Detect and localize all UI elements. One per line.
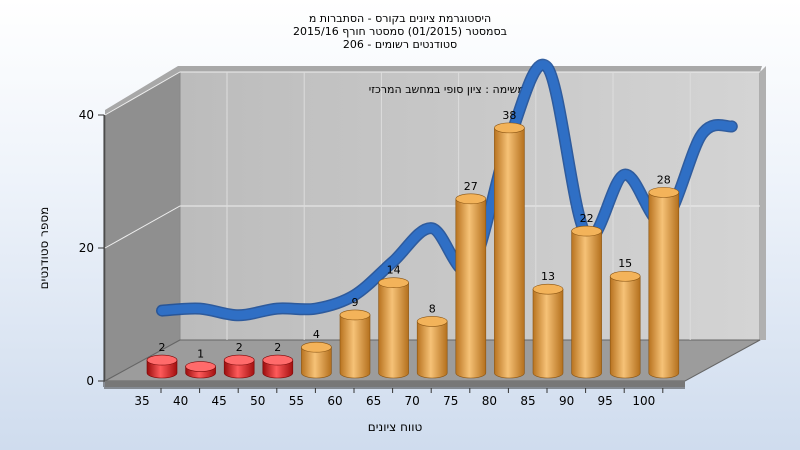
y-ticks: 0 20 40 xyxy=(79,108,104,388)
data-label-75: 27 xyxy=(464,180,478,193)
data-label-45: 2 xyxy=(236,341,243,354)
chart-title-line-2: בסמסטר (01/2015) סמסטר חורף 2015/16 xyxy=(293,25,507,38)
data-label-40: 1 xyxy=(197,348,204,361)
chart-title-line-3: סטודנטים רשומים - 206 xyxy=(343,38,457,51)
data-label-35: 2 xyxy=(159,341,166,354)
x-tick-label-12: 95 xyxy=(598,394,613,408)
top-bevel xyxy=(105,66,762,115)
bar-75 xyxy=(455,193,487,379)
data-label-80: 38 xyxy=(502,109,516,122)
bar-100 xyxy=(648,187,680,379)
x-tick-label-6: 65 xyxy=(366,394,381,408)
x-axis-label: טווח ציונים xyxy=(368,420,423,434)
gridline-y-2 xyxy=(104,71,760,116)
bar-40 xyxy=(185,361,216,379)
bar-60 xyxy=(339,309,371,379)
gridline-y-1 xyxy=(104,205,760,249)
x-tick-label-0: 35 xyxy=(134,394,149,408)
data-label-70: 8 xyxy=(429,302,436,315)
right-bevel xyxy=(760,66,766,340)
data-label-55: 4 xyxy=(313,328,320,341)
bar-body-75 xyxy=(455,198,487,379)
bar-top-45 xyxy=(223,354,255,366)
x-tick-label-10: 85 xyxy=(520,394,535,408)
x-tick-label-8: 75 xyxy=(443,394,458,408)
x-tick-label-9: 80 xyxy=(482,394,497,408)
bar-top-95 xyxy=(609,270,641,282)
x-tick-label-7: 70 xyxy=(405,394,420,408)
bar-top-90 xyxy=(571,225,602,237)
data-label-50: 2 xyxy=(274,341,281,354)
bar-top-60 xyxy=(339,309,371,321)
x-tick-label-1: 40 xyxy=(173,394,188,408)
y-axis-label: מספר סטודנטים xyxy=(37,207,51,290)
data-label-85: 13 xyxy=(541,270,555,283)
bar-body-80 xyxy=(494,127,525,379)
bar-top-70 xyxy=(416,316,448,327)
bar-top-85 xyxy=(532,283,564,295)
x-tick-label-4: 55 xyxy=(289,394,304,408)
bar-top-40 xyxy=(185,361,216,372)
bar-body-55 xyxy=(301,346,332,379)
y-tick-label-1: 20 xyxy=(79,241,94,255)
x-tick-label-3: 50 xyxy=(250,394,265,408)
y-tick-label-0: 0 xyxy=(86,374,94,388)
chart-title-line-1: היסטוגרמת ציונים בקורס - הסתברות מ xyxy=(309,12,491,25)
bar-70 xyxy=(416,316,448,379)
bar-35 xyxy=(146,354,178,379)
bar-body-95 xyxy=(609,275,641,379)
bar-top-100 xyxy=(648,187,680,198)
bar-85 xyxy=(532,283,564,379)
data-label-100: 28 xyxy=(657,173,671,186)
x-tick-label-5: 60 xyxy=(327,394,342,408)
x-tick-label-13: 100 xyxy=(632,394,655,408)
bar-body-100 xyxy=(648,192,680,379)
bar-body-70 xyxy=(416,321,448,379)
bar-top-75 xyxy=(455,193,487,205)
bar-body-90 xyxy=(571,230,602,379)
bar-body-60 xyxy=(339,314,371,379)
bar-95 xyxy=(609,270,641,379)
bar-45 xyxy=(223,354,255,379)
bar-top-55 xyxy=(301,341,332,353)
bar-top-65 xyxy=(378,277,409,288)
data-label-95: 15 xyxy=(618,257,632,270)
bar-body-65 xyxy=(378,282,409,379)
data-label-90: 22 xyxy=(580,212,594,225)
x-tick-label-11: 90 xyxy=(559,394,574,408)
bar-65 xyxy=(378,277,409,379)
bar-top-50 xyxy=(262,354,294,366)
y-tick-label-2: 40 xyxy=(79,108,94,122)
x-ticks: 35 40 45 50 55 60 65 70 75 80 85 90 95 100 xyxy=(134,388,664,408)
bar-90 xyxy=(571,225,602,379)
bar-top-35 xyxy=(146,354,178,366)
bars xyxy=(146,122,680,379)
bar-body-85 xyxy=(532,288,564,379)
bar-55 xyxy=(301,341,332,379)
data-label-65: 14 xyxy=(387,264,401,277)
chart-annotation: במשימה : ציון סופי במחשב המרכזי xyxy=(369,83,532,96)
bar-top-80 xyxy=(494,122,525,134)
data-label-60: 9 xyxy=(352,296,359,309)
floor-front-edge xyxy=(105,381,685,387)
x-tick-label-2: 45 xyxy=(212,394,227,408)
bar-50 xyxy=(262,354,294,379)
bar-80 xyxy=(494,122,525,379)
